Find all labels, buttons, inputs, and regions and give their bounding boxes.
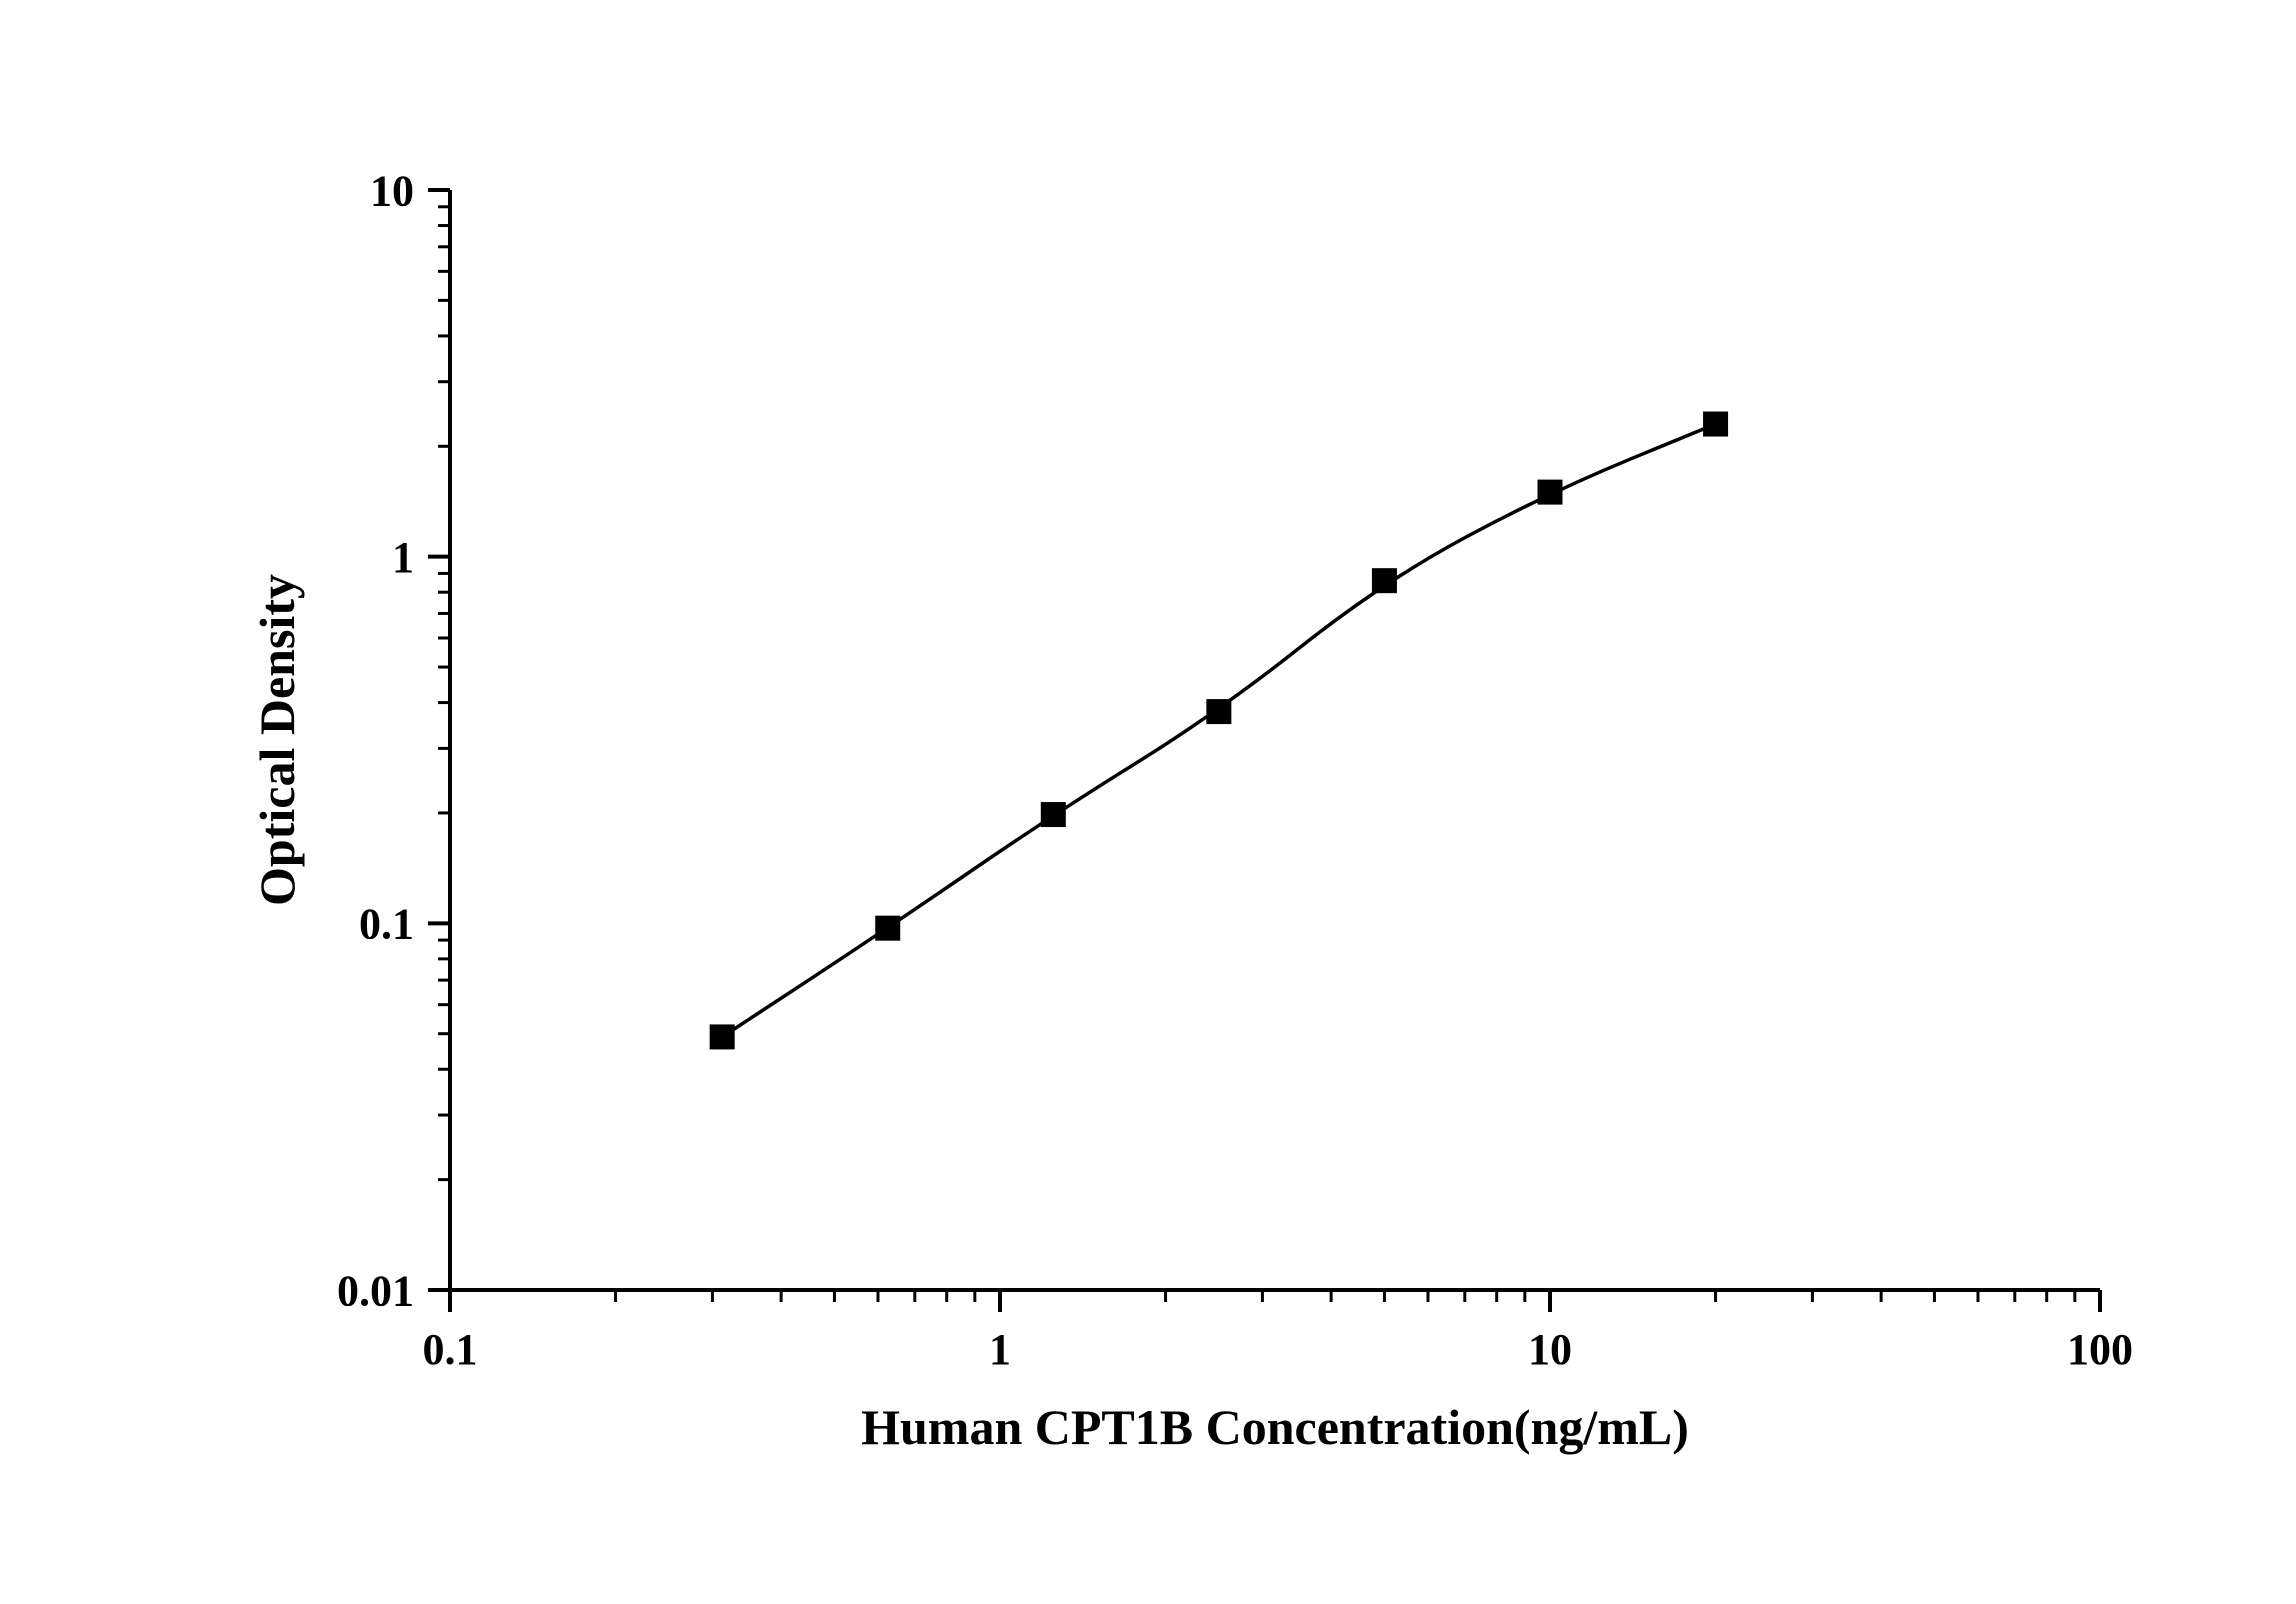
y-tick-label: 10	[370, 166, 414, 215]
data-marker	[1372, 569, 1396, 593]
chart-bg	[0, 0, 2296, 1604]
y-axis-label: Optical Density	[249, 574, 305, 906]
data-marker	[876, 916, 900, 940]
y-tick-label: 1	[392, 533, 414, 582]
x-axis-label: Human CPT1B Concentration(ng/mL)	[861, 1399, 1689, 1455]
x-tick-label: 1	[989, 1325, 1011, 1374]
data-marker	[710, 1025, 734, 1049]
x-tick-label: 100	[2067, 1325, 2133, 1374]
x-tick-label: 10	[1528, 1325, 1572, 1374]
data-marker	[1041, 803, 1065, 827]
standard-curve-chart: 0.11101000.010.1110Human CPT1B Concentra…	[0, 0, 2296, 1604]
chart-container: 0.11101000.010.1110Human CPT1B Concentra…	[0, 0, 2296, 1604]
y-tick-label: 0.01	[337, 1266, 414, 1315]
data-marker	[1538, 480, 1562, 504]
data-marker	[1207, 700, 1231, 724]
x-tick-label: 0.1	[423, 1325, 478, 1374]
data-marker	[1704, 412, 1728, 436]
y-tick-label: 0.1	[359, 900, 414, 949]
